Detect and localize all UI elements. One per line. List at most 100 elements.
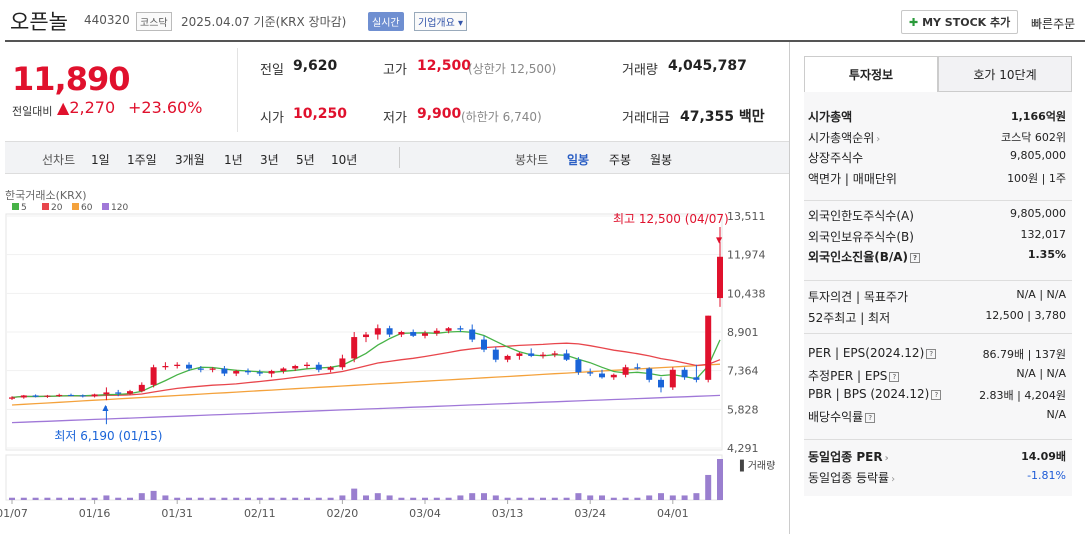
help-icon[interactable]: ? xyxy=(910,253,921,263)
info-row-label: 시가총액 xyxy=(808,110,853,124)
help-icon[interactable]: ? xyxy=(931,390,942,400)
volume-bar xyxy=(374,493,381,500)
volume-bar xyxy=(103,495,110,500)
info-row-label: 액면가 | 매매단위 xyxy=(808,171,897,186)
candle-body xyxy=(56,394,63,396)
candle-body xyxy=(209,368,216,370)
volume-bar xyxy=(44,497,51,500)
help-icon[interactable]: ? xyxy=(865,412,876,423)
x-tick-label: 01/31 xyxy=(161,507,193,520)
info-panel xyxy=(804,56,1072,496)
volume-bar xyxy=(79,497,86,500)
candle-body xyxy=(162,365,169,368)
stock-chart[interactable]: 한국거래소(KRX)5 20 60 120 13,511 11,974 10,438 8,90… xyxy=(0,180,790,534)
main-divider xyxy=(789,42,790,534)
volume-bar xyxy=(634,497,641,500)
volume-bar xyxy=(162,495,169,500)
stock-name: 오픈놀 xyxy=(10,10,68,34)
volume-bar xyxy=(481,493,487,500)
info-divider xyxy=(804,439,1072,440)
legend-label: 5 xyxy=(21,203,27,213)
info-row-label: 외국인한도주식수(A) xyxy=(808,209,914,223)
period-daily[interactable]: 일봉 xyxy=(567,153,590,167)
change-percent: +23.60% xyxy=(128,98,203,117)
volume-bar xyxy=(445,497,452,500)
help-icon[interactable]: ? xyxy=(926,349,937,359)
info-row-value: N/A xyxy=(1046,407,1066,421)
period-3m[interactable]: 3개월 xyxy=(175,153,205,167)
info-tabs: 투자정보 호가 10단계 xyxy=(804,56,1072,92)
volume-bar xyxy=(186,497,192,500)
candle-body xyxy=(575,359,582,373)
quick-order-link[interactable]: 빠른주문 xyxy=(1031,17,1076,31)
help-icon[interactable]: ? xyxy=(889,371,900,382)
info-row-label: 추정PER | EPS? xyxy=(808,367,900,384)
x-tick-label: 04/01 xyxy=(657,507,689,520)
period-3y[interactable]: 3년 xyxy=(260,153,279,167)
info-row: 추정PER | EPS? N/A | N/A xyxy=(808,367,1066,385)
candle-body xyxy=(422,333,428,336)
realtime-button[interactable]: 실시간 xyxy=(368,12,404,31)
info-row-label: 상장주식수 xyxy=(808,151,864,165)
my-stock-add-button[interactable]: ✚ MY STOCK 추가 xyxy=(901,10,1019,34)
volume-value: 4,045,787 xyxy=(668,58,747,74)
info-divider xyxy=(804,280,1072,281)
volume-bar xyxy=(528,497,535,500)
volume-bar xyxy=(315,497,322,500)
candle-body xyxy=(587,372,594,374)
candle-body xyxy=(528,353,535,356)
basis-text: 기준(KRX 장마감) xyxy=(253,15,347,29)
period-5y[interactable]: 5년 xyxy=(296,153,315,167)
info-row-label[interactable]: 동일업종 등락률 › xyxy=(808,470,896,485)
candle-body xyxy=(610,374,617,378)
upper-limit: (상한가 12,500) xyxy=(468,62,557,76)
volume-bar xyxy=(363,495,369,500)
volume-bar xyxy=(681,495,688,500)
company-overview-button[interactable]: 기업개요 ▾ xyxy=(414,12,468,31)
y-tick-label: 13,511 xyxy=(727,210,766,223)
tab-invest-info[interactable]: 투자정보 xyxy=(804,56,938,92)
prev-label: 전일 xyxy=(260,63,284,78)
period-monthly[interactable]: 월봉 xyxy=(650,153,673,167)
header-divider xyxy=(5,40,1085,42)
candle-body xyxy=(457,328,464,330)
volume-bar xyxy=(492,495,499,500)
up-triangle-icon: ▲ xyxy=(57,98,70,117)
info-row-value: 2.83배 | 4,204원 xyxy=(979,389,1066,402)
volume-bar xyxy=(327,497,334,500)
candle-body xyxy=(386,328,393,335)
x-tick-label: 03/04 xyxy=(409,507,441,520)
period-10y[interactable]: 10년 xyxy=(331,153,358,167)
info-row-label[interactable]: 시가총액순위 › xyxy=(808,130,881,145)
candle-body xyxy=(410,332,417,336)
low-value: 9,900 xyxy=(417,106,462,122)
volume-bar xyxy=(91,497,98,500)
candle-body xyxy=(351,337,358,359)
candle-body xyxy=(646,368,653,380)
period-1d[interactable]: 1일 xyxy=(91,153,110,167)
candle-body xyxy=(68,394,74,396)
volume-bar xyxy=(693,493,700,500)
candle-body xyxy=(398,332,405,335)
x-tick-label: 02/20 xyxy=(327,507,359,520)
candle-body xyxy=(268,371,275,374)
volume-bar xyxy=(563,497,570,500)
candle-body xyxy=(563,353,570,360)
candle-body xyxy=(658,379,664,388)
info-row-label[interactable]: 동일업종 PER › xyxy=(808,450,889,464)
candle-body xyxy=(634,367,641,369)
chevron-right-icon: › xyxy=(876,133,881,145)
info-row-value: N/A | N/A xyxy=(1016,366,1066,380)
tab-order-book[interactable]: 호가 10단계 xyxy=(938,56,1072,92)
chart-toolbar: 선차트 1일 1주일 3개월 1년 3년 5년 10년 봉차트 일봉 주봉 월봉 xyxy=(5,141,790,174)
info-row: 외국인보유주식수(B) 132,017 xyxy=(808,228,1066,246)
period-1y[interactable]: 1년 xyxy=(224,153,243,167)
info-row-value: N/A | N/A xyxy=(1016,288,1066,301)
period-weekly[interactable]: 주봉 xyxy=(609,153,632,167)
chevron-down-icon: ▾ xyxy=(458,18,464,29)
legend-label: 60 xyxy=(81,203,93,213)
amount-label: 거래대금 xyxy=(622,111,670,126)
candle-body xyxy=(327,367,334,370)
candle-body xyxy=(221,368,228,374)
period-1w[interactable]: 1주일 xyxy=(127,153,157,167)
